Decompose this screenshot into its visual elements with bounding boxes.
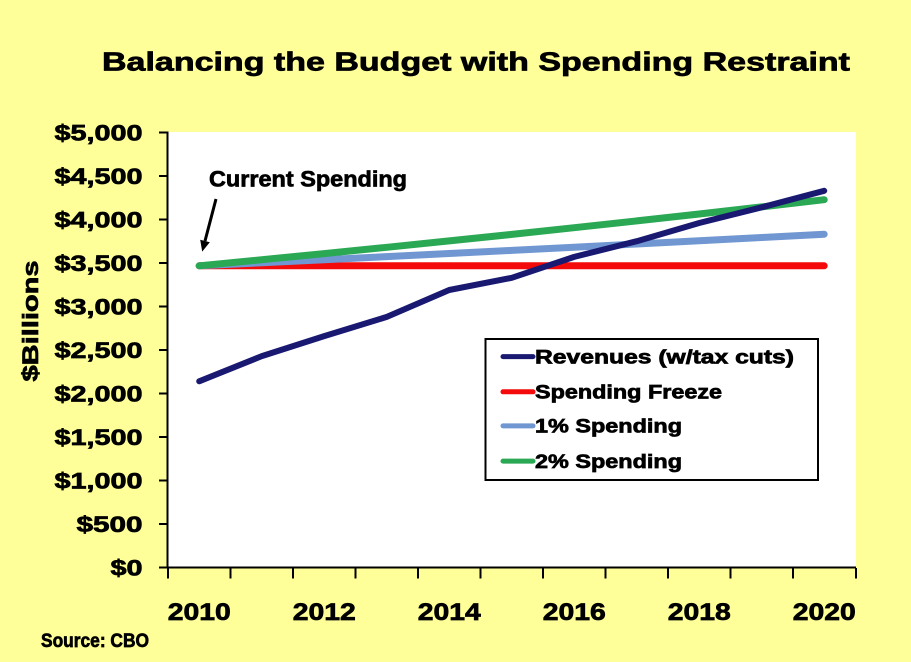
svg-text:Balancing the Budget with Spen: Balancing the Budget with Spending Restr… bbox=[102, 47, 850, 77]
svg-text:2020: 2020 bbox=[793, 599, 856, 626]
svg-text:Revenues (w/tax cuts): Revenues (w/tax cuts) bbox=[535, 347, 794, 368]
svg-text:$5,000: $5,000 bbox=[55, 121, 143, 146]
svg-text:Spending Freeze: Spending Freeze bbox=[535, 383, 722, 404]
svg-text:$3,500: $3,500 bbox=[55, 251, 143, 276]
svg-text:2018: 2018 bbox=[668, 599, 731, 626]
svg-text:$3,000: $3,000 bbox=[55, 295, 143, 320]
svg-text:$500: $500 bbox=[77, 512, 143, 537]
svg-text:2010: 2010 bbox=[168, 599, 231, 626]
svg-text:Current Spending: Current Spending bbox=[209, 167, 407, 192]
svg-text:1% Spending: 1% Spending bbox=[535, 417, 682, 438]
svg-text:2% Spending: 2% Spending bbox=[535, 452, 682, 473]
svg-text:$1,000: $1,000 bbox=[55, 469, 143, 494]
svg-text:2014: 2014 bbox=[418, 599, 482, 626]
svg-text:Source: CBO: Source: CBO bbox=[41, 630, 149, 652]
svg-text:$4,000: $4,000 bbox=[55, 208, 143, 233]
svg-text:$0: $0 bbox=[111, 556, 143, 581]
svg-text:$Billions: $Billions bbox=[18, 261, 43, 382]
svg-text:$2,000: $2,000 bbox=[55, 382, 143, 407]
svg-text:$1,500: $1,500 bbox=[55, 425, 143, 450]
svg-text:$4,500: $4,500 bbox=[55, 164, 143, 189]
svg-text:2016: 2016 bbox=[543, 599, 606, 626]
svg-text:$2,500: $2,500 bbox=[55, 338, 143, 363]
svg-text:2012: 2012 bbox=[293, 599, 356, 626]
